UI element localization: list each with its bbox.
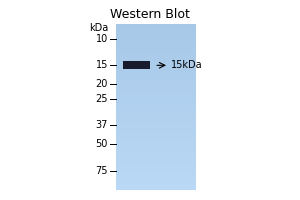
Text: 15kDa: 15kDa: [171, 60, 202, 70]
Text: kDa: kDa: [89, 23, 108, 33]
Text: 10: 10: [96, 34, 108, 44]
Title: Western Blot: Western Blot: [110, 8, 190, 21]
Text: 75: 75: [95, 166, 108, 176]
Text: 25: 25: [95, 94, 108, 104]
Text: 20: 20: [96, 79, 108, 89]
Text: 50: 50: [96, 139, 108, 149]
Text: 37: 37: [96, 120, 108, 130]
Text: 15: 15: [96, 60, 108, 70]
